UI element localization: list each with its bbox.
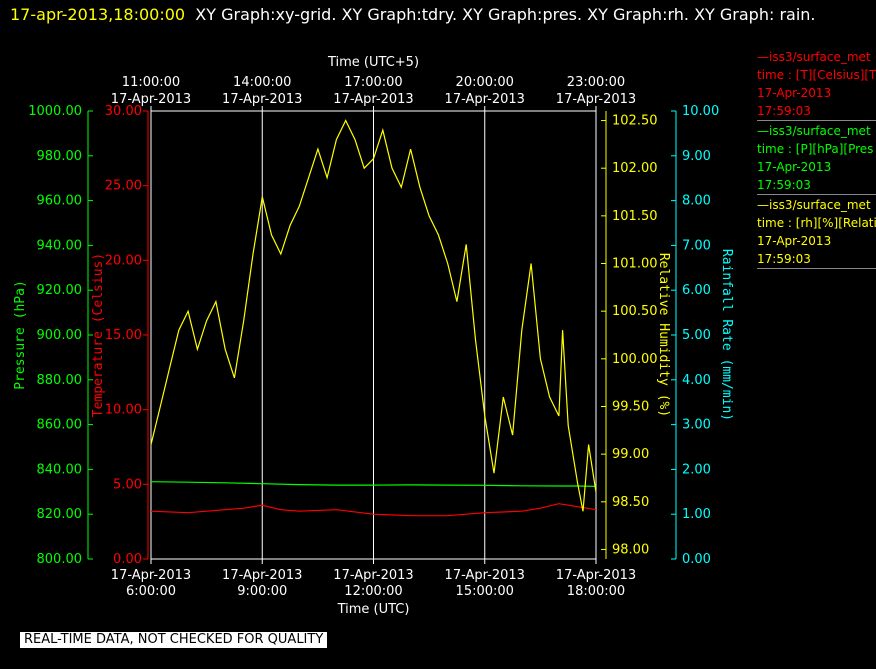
pressure-tick-label: 820.00 — [37, 507, 83, 522]
x-tick-date: 17-Apr-2013 — [445, 568, 525, 583]
x-top-tick-time: 17:00:00 — [344, 75, 402, 90]
pressure-tick-label: 900.00 — [37, 328, 83, 343]
x-axis-label: Time (UTC) — [337, 602, 410, 617]
timestamp: 17-apr-2013,18:00:00 — [10, 5, 186, 24]
x-tick-time: 18:00:00 — [567, 584, 625, 599]
x-top-axis-label: Time (UTC+5) — [327, 55, 419, 70]
rh-tick-label: 99.50 — [612, 399, 649, 414]
legend-text: time : [P][hPa][Pres — [757, 142, 874, 156]
legend: —iss3/surface_met time : [T][Celsius][T 17… — [757, 48, 876, 270]
x-tick-time: 6:00:00 — [126, 584, 176, 599]
rain-tick-label: 1.00 — [682, 507, 711, 522]
pressure-tick-label: 880.00 — [37, 373, 83, 388]
legend-text: 17:59:03 — [757, 252, 811, 266]
pressure-series-line — [150, 481, 597, 487]
temperature-tick-label: 25.00 — [105, 179, 142, 194]
temperature-series-line — [150, 503, 597, 517]
legend-text: 17-Apr-2013 — [757, 86, 832, 100]
x-top-tick-time: 11:00:00 — [122, 75, 180, 90]
rh-tick-label: 100.50 — [612, 304, 658, 319]
x-tick-time: 12:00:00 — [344, 584, 402, 599]
rh-tick-label: 99.00 — [612, 447, 649, 462]
rain-tick-label: 3.00 — [682, 418, 711, 433]
rh-tick-label: 101.50 — [612, 209, 658, 224]
header-title: 17-apr-2013,18:00:00 XY Graph:xy-grid. X… — [10, 2, 860, 28]
rain-tick-label: 5.00 — [682, 328, 711, 343]
quality-disclaimer: REAL-TIME DATA, NOT CHECKED FOR QUALITY — [20, 632, 328, 648]
rain-tick-label: 9.00 — [682, 149, 711, 164]
pressure-axis-title: Pressure (hPa) — [13, 280, 28, 390]
rh-tick-label: 101.00 — [612, 257, 658, 272]
rh-tick-label: 102.50 — [612, 114, 658, 129]
rh-tick-label: 98.50 — [612, 495, 649, 510]
temperature-axis-title: Temperature (Celsius) — [91, 253, 106, 417]
legend-text: time : [T][Celsius][T — [757, 68, 876, 82]
x-top-tick-date: 17-Apr-2013 — [222, 92, 302, 107]
x-top-tick-date: 17-Apr-2013 — [111, 92, 191, 107]
legend-text: 17-Apr-2013 — [757, 234, 832, 248]
x-tick-date: 17-Apr-2013 — [111, 568, 191, 583]
x-top-tick-time: 23:00:00 — [567, 75, 625, 90]
rain-tick-label: 7.00 — [682, 238, 711, 253]
pressure-tick-label: 920.00 — [37, 283, 83, 298]
rain-tick-label: 0.00 — [682, 552, 711, 567]
temperature-tick-label: 5.00 — [113, 477, 142, 492]
rain-tick-label: 6.00 — [682, 283, 711, 298]
temperature-tick-label: 15.00 — [105, 328, 142, 343]
legend-text: —iss3/surface_met — [757, 50, 871, 64]
rh-series-line — [150, 119, 597, 512]
rh-tick-label: 102.00 — [612, 161, 658, 176]
x-tick-time: 9:00:00 — [237, 584, 287, 599]
rain-tick-label: 10.00 — [682, 104, 719, 119]
x-top-tick-date: 17-Apr-2013 — [445, 92, 525, 107]
x-tick-date: 17-Apr-2013 — [556, 568, 636, 583]
legend-text: —iss3/surface_met — [757, 124, 871, 138]
legend-text: 17-Apr-2013 — [757, 160, 832, 174]
rain-axis-title: Rainfall Rate (mm/min) — [719, 249, 734, 421]
legend-text: time : [rh][%][Relati — [757, 216, 876, 230]
pressure-tick-label: 840.00 — [37, 462, 83, 477]
pressure-tick-label: 940.00 — [37, 238, 83, 253]
rh-axis-title: Relative Humidity (%) — [656, 253, 671, 417]
rain-tick-label: 2.00 — [682, 462, 711, 477]
rain-tick-label: 4.00 — [682, 373, 711, 388]
rh-tick-label: 100.00 — [612, 352, 658, 367]
x-top-tick-time: 20:00:00 — [456, 75, 514, 90]
pressure-tick-label: 860.00 — [37, 418, 83, 433]
temperature-tick-label: 10.00 — [105, 403, 142, 418]
x-top-tick-date: 17-Apr-2013 — [333, 92, 413, 107]
pressure-tick-label: 980.00 — [37, 149, 83, 164]
x-tick-time: 15:00:00 — [456, 584, 514, 599]
pressure-tick-label: 800.00 — [37, 552, 83, 567]
temperature-tick-label: 20.00 — [105, 253, 142, 268]
legend-text: 17:59:03 — [757, 178, 811, 192]
rh-tick-label: 98.00 — [612, 542, 649, 557]
x-top-tick-time: 14:00:00 — [233, 75, 291, 90]
pressure-tick-label: 1000.00 — [28, 104, 82, 119]
rain-tick-label: 8.00 — [682, 194, 711, 209]
x-tick-date: 17-Apr-2013 — [333, 568, 413, 583]
x-tick-date: 17-Apr-2013 — [222, 568, 302, 583]
pressure-tick-label: 960.00 — [37, 194, 83, 209]
legend-text: 17:59:03 — [757, 104, 811, 118]
x-top-tick-date: 17-Apr-2013 — [556, 92, 636, 107]
graph-list: XY Graph:xy-grid. XY Graph:tdry. XY Grap… — [195, 5, 816, 24]
temperature-tick-label: 0.00 — [113, 552, 142, 567]
legend-text: —iss3/surface_met — [757, 198, 871, 212]
temperature-tick-label: 30.00 — [105, 104, 142, 119]
